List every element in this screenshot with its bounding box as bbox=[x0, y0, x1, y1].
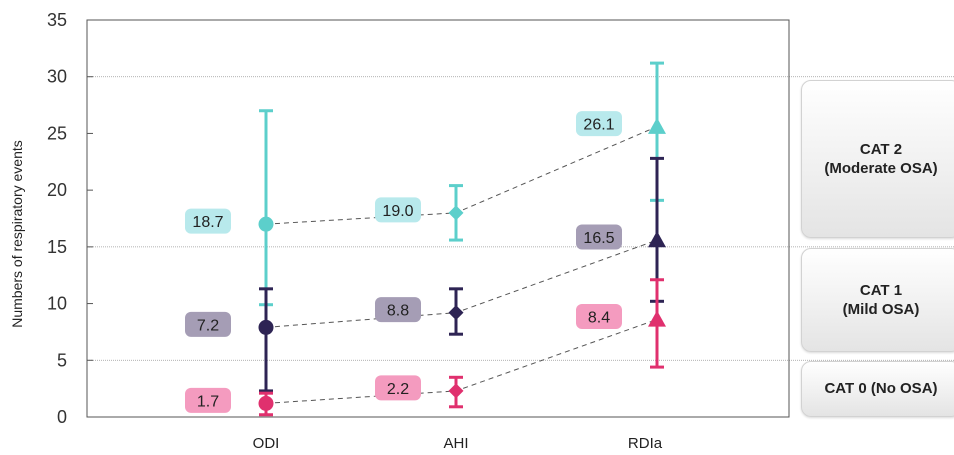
point-marker bbox=[448, 305, 464, 321]
point-marker bbox=[648, 231, 666, 248]
category-box-cat2: CAT 2 (Moderate OSA) bbox=[801, 80, 954, 238]
value-label-bg bbox=[375, 197, 421, 223]
value-label-bg bbox=[576, 224, 622, 250]
value-label-bg bbox=[576, 303, 622, 329]
value-label-bg bbox=[185, 311, 231, 337]
value-label-bg bbox=[185, 387, 231, 413]
y-tick-label: 15 bbox=[47, 237, 67, 257]
axes-layer: 0 5 10 15 20 25 30 35 ODI AHI RDIa bbox=[47, 10, 790, 452]
value-label: 2.2 bbox=[387, 381, 409, 398]
value-label: 16.5 bbox=[583, 230, 614, 247]
value-label: 26.1 bbox=[583, 117, 614, 134]
value-label: 8.4 bbox=[588, 309, 610, 326]
point-marker bbox=[648, 310, 666, 327]
category-box-cat1: CAT 1 (Mild OSA) bbox=[801, 248, 954, 352]
y-tick-label: 20 bbox=[47, 180, 67, 200]
value-label-bg bbox=[375, 375, 421, 401]
value-label: 19.0 bbox=[382, 203, 413, 220]
y-tick-label: 5 bbox=[57, 350, 67, 370]
plot-frame bbox=[86, 19, 790, 418]
x-tick-label-odi: ODI bbox=[253, 435, 280, 452]
y-tick-label: 10 bbox=[47, 294, 67, 314]
value-label-bg bbox=[576, 111, 622, 137]
y-tick-label: 0 bbox=[57, 407, 67, 427]
y-axis-label: Numbers of respiratory events bbox=[9, 140, 25, 328]
x-tick-label-ahi: AHI bbox=[443, 435, 468, 452]
y-tick-label: 25 bbox=[47, 123, 67, 143]
connector-line bbox=[265, 126, 658, 225]
value-label-bg bbox=[185, 208, 231, 234]
x-tick-label-rdia: RDIa bbox=[628, 435, 663, 452]
grid-layer bbox=[87, 76, 954, 361]
point-marker bbox=[448, 205, 464, 221]
marks-layer bbox=[258, 61, 666, 417]
connector-layer bbox=[265, 126, 658, 404]
value-label-bg bbox=[375, 297, 421, 323]
point-marker bbox=[448, 383, 464, 399]
y-tick-label: 30 bbox=[47, 67, 67, 87]
value-label: 18.7 bbox=[192, 214, 223, 231]
value-labels-layer: 18.7 19.0 26.1 7.2 8.8 16.5 1.7 2.2 8.4 bbox=[185, 111, 622, 413]
value-label: 1.7 bbox=[197, 393, 219, 410]
point-marker bbox=[648, 117, 666, 134]
point-marker bbox=[258, 395, 274, 411]
value-label: 7.2 bbox=[197, 317, 219, 334]
category-box-cat0: CAT 0 (No OSA) bbox=[801, 361, 954, 417]
point-marker bbox=[258, 319, 274, 335]
y-tick-label: 35 bbox=[47, 10, 67, 30]
value-label: 8.8 bbox=[387, 303, 409, 320]
point-marker bbox=[258, 216, 274, 232]
